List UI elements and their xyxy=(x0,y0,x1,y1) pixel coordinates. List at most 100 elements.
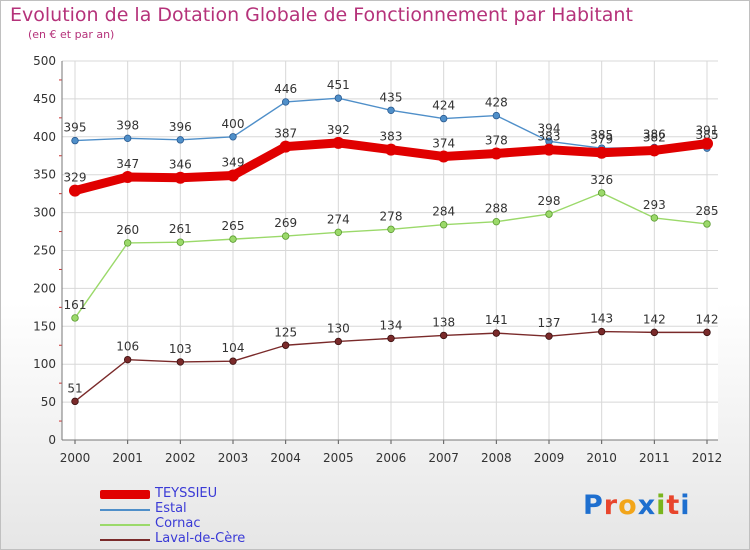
legend-swatch-cornac xyxy=(100,524,150,526)
data-label-laval-de-c-re: 137 xyxy=(538,316,561,330)
data-label-teyssieu: 346 xyxy=(169,158,192,172)
data-point-teyssieu xyxy=(385,143,397,156)
data-label-laval-de-c-re: 103 xyxy=(169,342,192,356)
data-label-laval-de-c-re: 143 xyxy=(590,312,613,326)
data-point-estal xyxy=(176,136,185,144)
legend-swatch-laval-de-c-re xyxy=(100,539,150,541)
x-tick-label: 2006 xyxy=(376,451,407,465)
data-label-cornac: 260 xyxy=(116,223,139,237)
x-tick-label: 2005 xyxy=(323,451,354,465)
chart-title: Evolution de la Dotation Globale de Fonc… xyxy=(10,4,633,26)
data-label-cornac: 265 xyxy=(222,219,245,233)
data-point-estal xyxy=(387,106,395,114)
legend-label-teyssieu: TEYSSIEU xyxy=(155,486,218,501)
y-tick-label: 50 xyxy=(41,395,56,409)
data-point-teyssieu xyxy=(279,140,292,153)
y-tick-label: 400 xyxy=(33,130,56,144)
data-label-cornac: 284 xyxy=(432,205,455,219)
data-label-estal: 451 xyxy=(327,78,350,92)
data-label-teyssieu: 329 xyxy=(64,171,87,185)
data-label-estal: 385 xyxy=(696,128,719,142)
data-label-estal: 435 xyxy=(380,90,403,104)
data-point-estal xyxy=(492,111,501,120)
data-point-estal xyxy=(281,98,290,106)
data-point-estal xyxy=(439,114,448,123)
data-point-teyssieu xyxy=(543,143,555,156)
data-point-laval-de-c-re xyxy=(545,332,553,340)
data-point-cornac xyxy=(650,214,659,222)
legend-item-cornac: Cornac xyxy=(100,516,320,533)
data-point-estal xyxy=(334,94,343,102)
data-point-cornac xyxy=(492,217,501,226)
data-label-teyssieu: 379 xyxy=(590,133,613,147)
data-label-estal: 400 xyxy=(222,117,245,131)
data-label-laval-de-c-re: 130 xyxy=(327,321,350,335)
x-tick-label: 2004 xyxy=(270,451,301,465)
y-tick-label: 300 xyxy=(33,206,56,220)
proxiti-logo: Proxiti xyxy=(583,490,691,521)
x-tick-label: 2008 xyxy=(481,451,512,465)
data-point-cornac xyxy=(71,314,79,322)
data-label-estal: 394 xyxy=(538,121,561,135)
data-point-laval-de-c-re xyxy=(229,357,237,365)
data-label-laval-de-c-re: 125 xyxy=(274,325,297,339)
y-tick-label: 250 xyxy=(33,244,56,258)
legend-item-laval-de-c-re: Laval-de-Cère xyxy=(100,531,320,548)
data-label-estal: 398 xyxy=(116,118,139,132)
y-tick-label: 0 xyxy=(48,433,56,447)
data-label-cornac: 326 xyxy=(590,173,613,187)
legend-swatch-estal xyxy=(100,509,150,511)
data-point-estal xyxy=(71,136,79,145)
data-label-laval-de-c-re: 141 xyxy=(485,313,508,327)
data-label-teyssieu: 383 xyxy=(538,130,561,144)
data-label-cornac: 161 xyxy=(64,298,87,312)
data-point-laval-de-c-re xyxy=(71,397,79,406)
data-label-teyssieu: 391 xyxy=(696,124,719,138)
chart-legend: TEYSSIEU Estal Cornac Laval-de-Cère xyxy=(100,486,320,548)
data-point-estal xyxy=(123,134,132,143)
data-label-laval-de-c-re: 142 xyxy=(643,312,666,326)
data-label-laval-de-c-re: 138 xyxy=(432,315,455,329)
data-label-teyssieu: 374 xyxy=(432,137,455,151)
data-label-cornac: 278 xyxy=(380,209,403,223)
legend-item-estal: Estal xyxy=(100,501,320,518)
y-tick-label: 200 xyxy=(33,281,56,295)
data-point-teyssieu xyxy=(174,171,187,184)
data-label-estal: 385 xyxy=(590,128,613,142)
y-tick-label: 450 xyxy=(33,92,56,106)
data-label-cornac: 285 xyxy=(696,204,719,218)
data-point-cornac xyxy=(545,210,553,218)
x-tick-label: 2003 xyxy=(218,451,249,465)
data-point-teyssieu xyxy=(701,137,713,150)
data-point-laval-de-c-re xyxy=(650,328,659,337)
data-point-teyssieu xyxy=(595,146,608,159)
data-label-teyssieu: 392 xyxy=(327,123,350,137)
legend-item-teyssieu: TEYSSIEU xyxy=(100,486,320,503)
x-tick-label: 2001 xyxy=(112,451,143,465)
data-label-estal: 395 xyxy=(64,121,87,135)
data-point-cornac xyxy=(229,235,237,243)
data-label-cornac: 269 xyxy=(274,216,297,230)
x-tick-label: 2011 xyxy=(639,451,670,465)
chart-subtitle: (en € et par an) xyxy=(28,28,115,41)
y-tick-label: 100 xyxy=(33,357,56,371)
data-point-cornac xyxy=(176,238,185,246)
data-label-cornac: 261 xyxy=(169,222,192,236)
x-tick-label: 2009 xyxy=(534,451,565,465)
data-point-laval-de-c-re xyxy=(492,329,501,337)
x-tick-label: 2000 xyxy=(60,451,91,465)
data-point-laval-de-c-re xyxy=(703,328,711,337)
data-label-teyssieu: 347 xyxy=(116,157,139,171)
data-label-laval-de-c-re: 104 xyxy=(222,341,245,355)
data-label-laval-de-c-re: 106 xyxy=(116,340,139,354)
legend-label-laval-de-c-re: Laval-de-Cère xyxy=(155,531,246,546)
data-point-laval-de-c-re xyxy=(439,331,448,340)
data-label-cornac: 288 xyxy=(485,202,508,216)
x-tick-label: 2002 xyxy=(165,451,196,465)
data-label-estal: 446 xyxy=(274,82,297,96)
data-point-laval-de-c-re xyxy=(176,358,185,366)
data-label-estal: 428 xyxy=(485,96,508,110)
y-tick-label: 150 xyxy=(33,319,56,333)
y-tick-label: 350 xyxy=(33,168,56,182)
